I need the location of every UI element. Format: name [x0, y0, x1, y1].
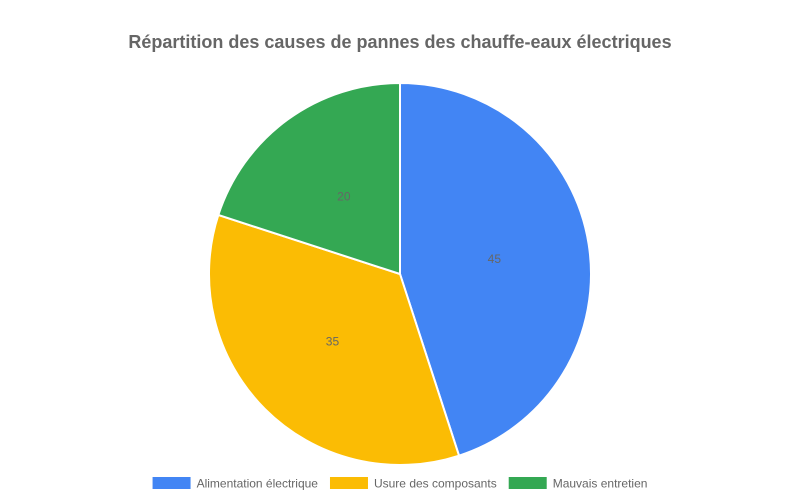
- pie-slices: [208, 81, 592, 466]
- legend-label: Alimentation électrique: [197, 477, 319, 491]
- legend-item[interactable]: Alimentation électrique: [152, 477, 319, 491]
- slice-value-label: 45: [488, 252, 502, 266]
- slice-value-label: 35: [326, 335, 340, 349]
- legend-item[interactable]: Usure des composants: [329, 477, 497, 491]
- pie-slice: [217, 81, 401, 276]
- legend: Alimentation électrique Usure des composa…: [152, 477, 648, 491]
- legend-swatch: [329, 477, 368, 489]
- pie-slice: [208, 213, 461, 466]
- legend-swatch: [508, 477, 547, 489]
- pie-slice: [399, 81, 592, 457]
- chart-title: Répartition des causes de pannes des cha…: [128, 32, 671, 52]
- legend-swatch: [152, 477, 191, 489]
- legend-item[interactable]: Mauvais entretien: [508, 477, 648, 491]
- legend-label: Mauvais entretien: [553, 477, 648, 491]
- slice-value-label: 20: [337, 190, 351, 204]
- pie-value-labels: 45 35 20: [326, 190, 502, 349]
- legend-label: Usure des composants: [374, 477, 497, 491]
